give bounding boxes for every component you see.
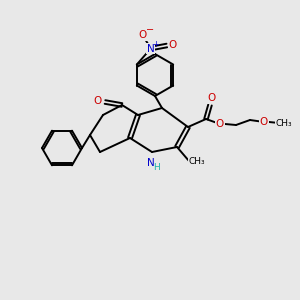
Text: N: N xyxy=(147,158,155,168)
Text: CH₃: CH₃ xyxy=(276,118,292,127)
Text: +: + xyxy=(152,40,159,49)
Text: O: O xyxy=(169,40,177,50)
Text: N: N xyxy=(147,44,155,53)
Text: O: O xyxy=(94,96,102,106)
Text: H: H xyxy=(154,163,160,172)
Text: O: O xyxy=(216,119,224,129)
Text: CH₃: CH₃ xyxy=(189,158,205,166)
Text: −: − xyxy=(146,26,154,35)
Text: O: O xyxy=(207,93,215,103)
Text: O: O xyxy=(139,31,147,40)
Text: O: O xyxy=(260,117,268,127)
